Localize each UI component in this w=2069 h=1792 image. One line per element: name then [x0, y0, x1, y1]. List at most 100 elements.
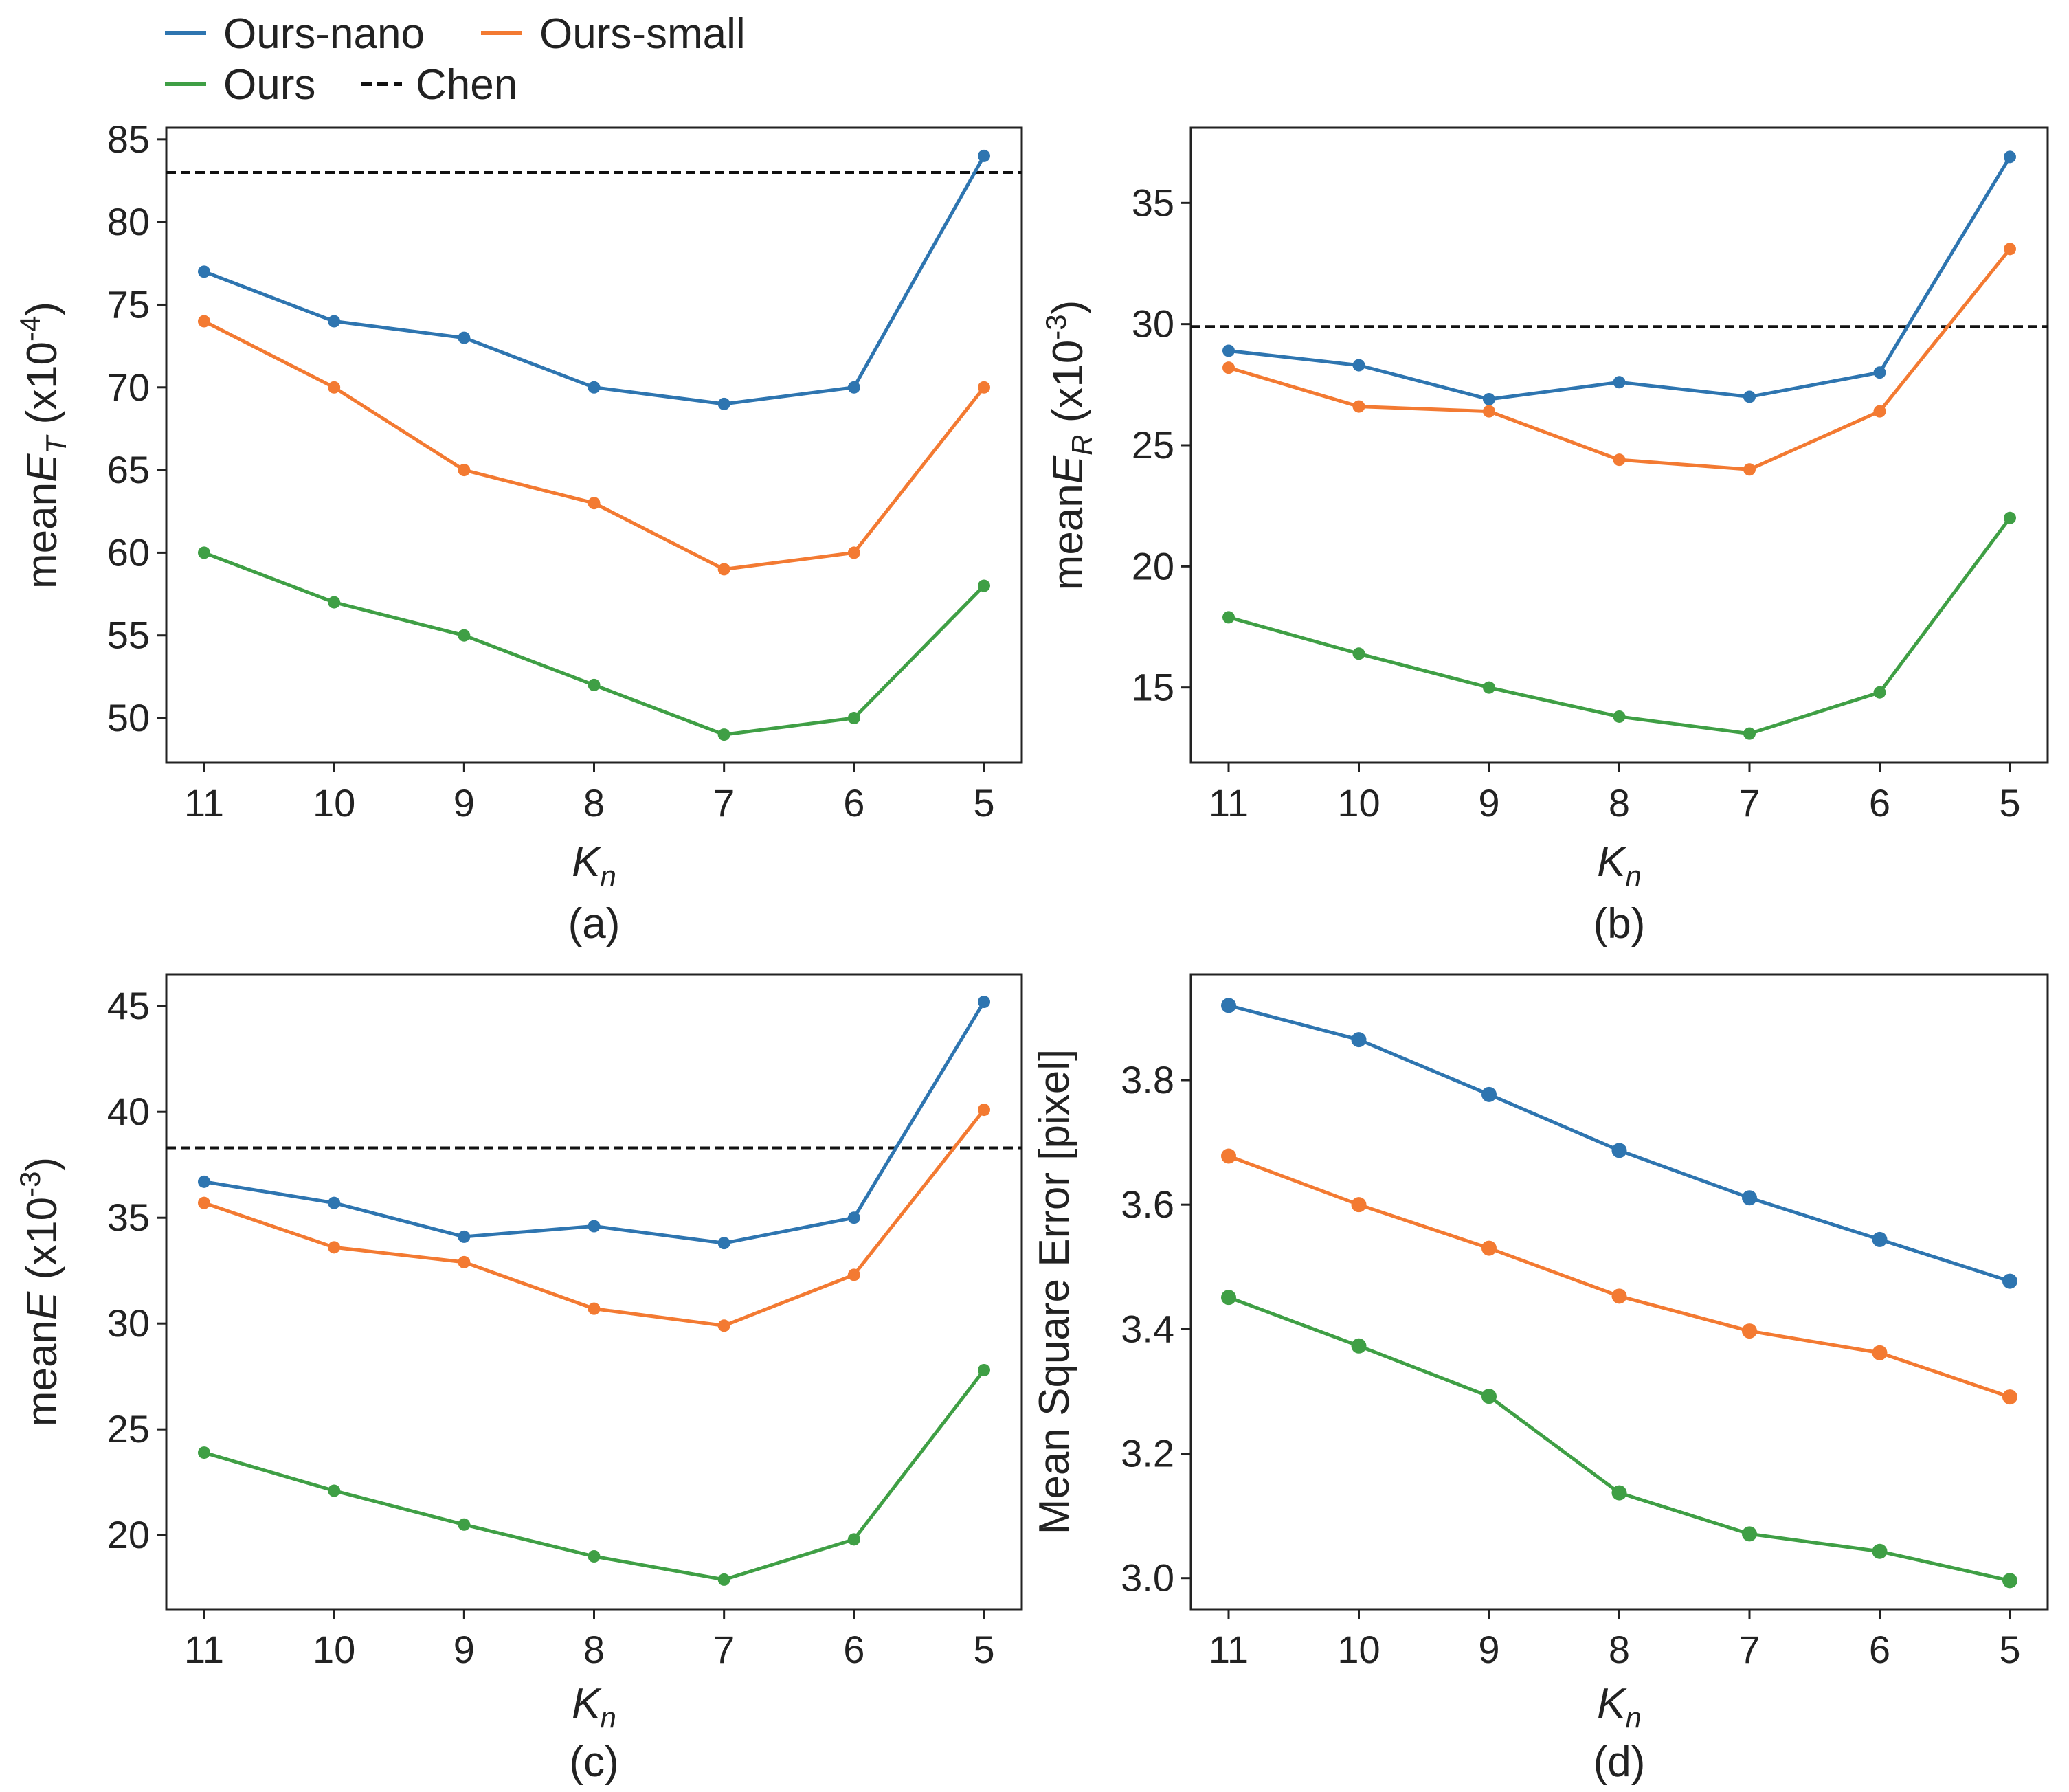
data-point-ours	[847, 712, 860, 725]
y-tick-label: 3.8	[1121, 1058, 1174, 1101]
data-point-ours	[588, 678, 601, 691]
data-point-ours-small	[1221, 1148, 1236, 1164]
data-point-ours-small	[978, 1104, 990, 1117]
x-tick-label: 11	[184, 1628, 224, 1671]
y-label-variable: E	[19, 453, 66, 482]
x-label-subscript: n	[1626, 860, 1642, 892]
data-point-ours-small	[588, 1302, 601, 1315]
data-point-ours	[1743, 727, 1756, 740]
data-point-ours-small	[1743, 463, 1756, 476]
data-point-ours-small	[717, 563, 730, 576]
data-point-ours	[717, 1573, 730, 1586]
x-tick-label: 5	[1999, 781, 2020, 825]
x-label-subscript: n	[601, 860, 616, 892]
data-point-ours-nano	[588, 1220, 601, 1233]
data-point-ours-small	[328, 381, 341, 394]
x-tick-label: 10	[1337, 1628, 1380, 1671]
data-point-ours	[1351, 1338, 1367, 1354]
data-point-ours-small	[1481, 1240, 1497, 1256]
x-tick-label: 9	[454, 781, 475, 825]
data-point-ours-small	[1351, 1197, 1367, 1213]
x-tick-label: 6	[843, 781, 864, 825]
y-tick-label: 75	[107, 282, 150, 326]
data-point-ours-small	[1483, 405, 1495, 418]
x-tick-label: 6	[1869, 781, 1890, 825]
data-point-ours	[328, 1484, 341, 1497]
x-tick-label: 8	[583, 1628, 605, 1671]
data-point-ours-small	[458, 1255, 471, 1268]
data-point-ours-small	[588, 497, 601, 510]
y-tick-label: 50	[107, 696, 150, 739]
data-point-ours	[1613, 710, 1626, 723]
data-point-ours-nano	[1872, 1231, 1888, 1247]
y-label-unit-close: )	[19, 302, 66, 316]
data-point-ours-small	[198, 1196, 210, 1209]
data-point-ours-small	[198, 315, 210, 328]
panel-d: 3.0 3.2 3.4 3.6 3.8 11 10 9 8 7 6 5 Mean Square Erro…	[1031, 973, 2049, 1786]
data-point-ours	[198, 1446, 210, 1459]
data-point-ours-nano	[847, 1211, 860, 1224]
x-tick-label: 7	[713, 781, 735, 825]
y-axis-label: meanE (x10-3)	[14, 1157, 66, 1426]
data-point-ours	[717, 728, 730, 741]
panel-b: 15 20 25 30 35 11 10 9 8 7 6 5 meanER (x10-3) Kn (b)	[1040, 126, 2049, 948]
x-axis-label: Kn	[1597, 838, 1642, 892]
y-tick-label: 3.6	[1121, 1183, 1174, 1226]
panel-caption: (c)	[569, 1738, 618, 1786]
data-point-ours-small	[2002, 1389, 2017, 1405]
data-point-ours-nano	[1351, 1032, 1367, 1048]
data-point-ours-nano	[458, 331, 471, 344]
data-point-ours-small	[328, 1241, 341, 1254]
legend-label-ours: Ours	[223, 61, 315, 109]
data-point-ours-nano	[717, 397, 730, 410]
data-point-ours-small	[1352, 400, 1365, 413]
data-point-ours	[978, 1363, 990, 1376]
x-label-variable: K	[1597, 838, 1627, 886]
data-point-ours	[1873, 686, 1886, 699]
data-point-ours-small	[978, 381, 990, 394]
data-point-ours-small	[847, 1268, 860, 1281]
data-point-ours-small	[458, 464, 471, 477]
data-point-ours	[328, 596, 341, 609]
data-point-ours-nano	[328, 1196, 341, 1209]
data-point-ours	[588, 1550, 601, 1563]
data-point-ours	[458, 629, 471, 642]
y-tick-label: 25	[1132, 423, 1174, 467]
data-point-ours	[1222, 611, 1235, 624]
y-tick-label: 60	[107, 530, 150, 574]
y-tick-label: 65	[107, 448, 150, 491]
data-point-ours-small	[2004, 243, 2016, 256]
x-tick-label: 6	[1869, 1628, 1890, 1671]
x-axis-label: Kn	[572, 1680, 616, 1734]
y-tick-label: 85	[107, 117, 150, 161]
x-tick-label: 9	[1478, 781, 1499, 825]
data-point-ours-nano	[978, 149, 990, 162]
y-axis-label: Mean Square Error [pixel]	[1031, 1049, 1078, 1534]
panel-caption: (d)	[1593, 1738, 1646, 1786]
x-tick-label: 8	[1609, 781, 1630, 825]
y-axis-label: meanER (x10-3)	[1040, 300, 1098, 591]
data-point-ours-small	[1742, 1323, 1757, 1339]
data-point-ours	[1221, 1290, 1236, 1306]
data-point-ours-nano	[2004, 150, 2016, 164]
x-label-variable: K	[572, 1680, 602, 1727]
data-point-ours-small	[847, 546, 860, 559]
data-point-ours-nano	[458, 1230, 471, 1243]
data-point-ours-nano	[2002, 1273, 2017, 1289]
y-tick-label: 35	[1132, 181, 1174, 224]
x-tick-label: 9	[454, 1628, 475, 1671]
data-point-ours-small	[1611, 1288, 1627, 1304]
y-label-unit: (x10	[19, 341, 66, 436]
data-point-ours	[1352, 647, 1365, 660]
x-axis-label: Kn	[1597, 1680, 1642, 1734]
data-point-ours	[1872, 1543, 1888, 1559]
data-point-ours	[2002, 1573, 2017, 1589]
data-point-ours-nano	[198, 1175, 210, 1188]
y-tick-label: 40	[107, 1090, 150, 1133]
data-point-ours-nano	[978, 996, 990, 1009]
data-point-ours-nano	[847, 381, 860, 394]
data-point-ours-small	[1873, 405, 1886, 418]
x-tick-label: 11	[1209, 781, 1249, 825]
